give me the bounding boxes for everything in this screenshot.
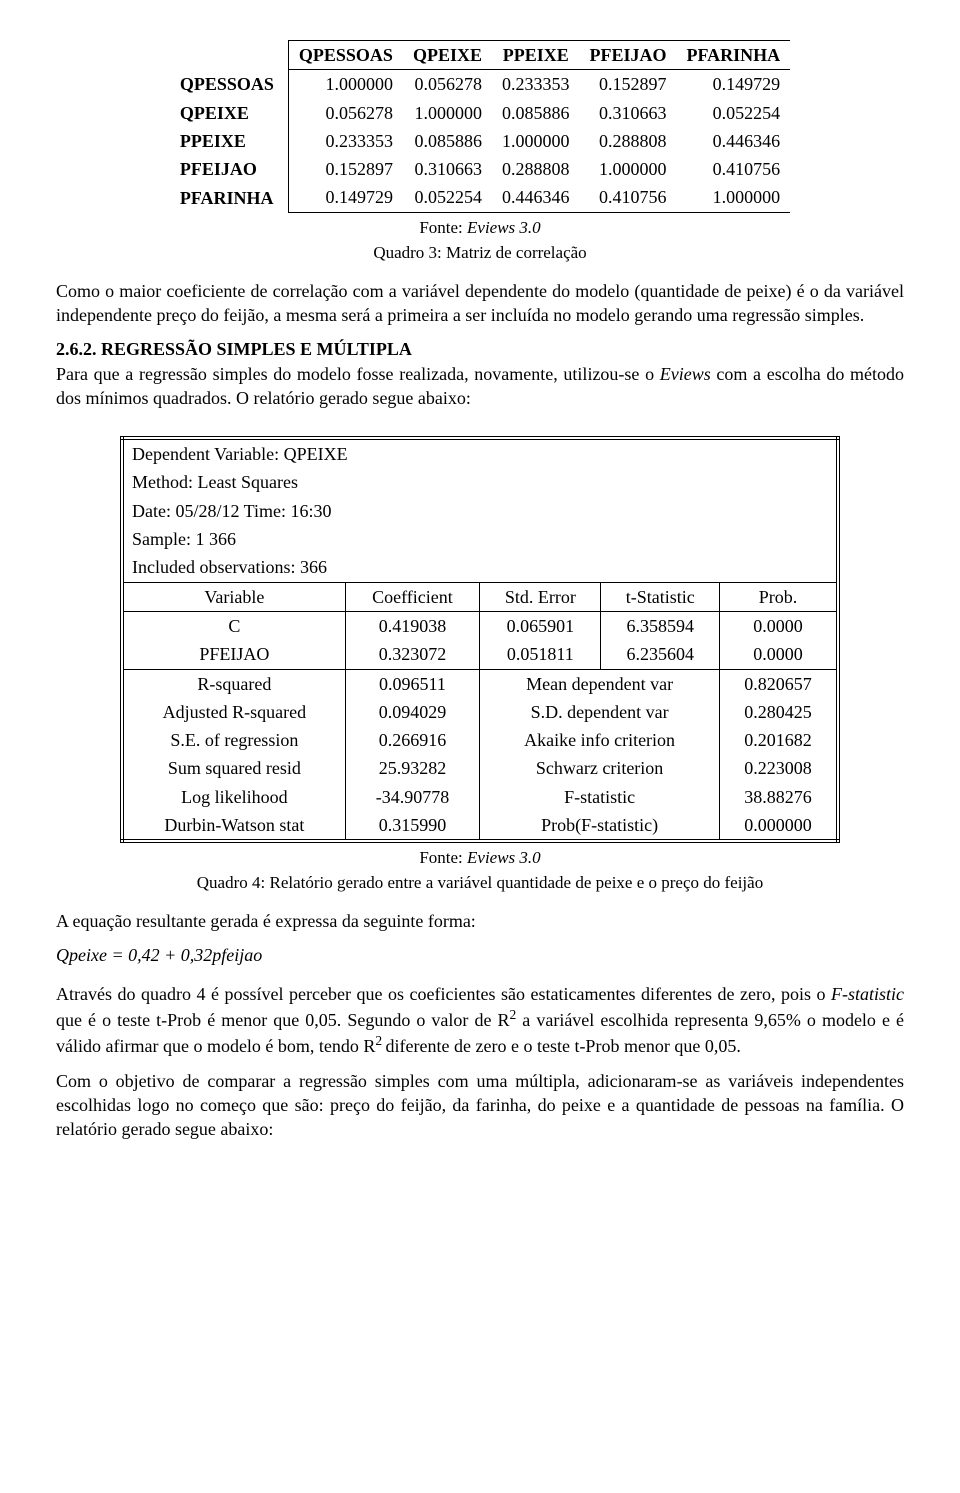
reg-col: Prob. bbox=[719, 582, 838, 611]
cell: C bbox=[122, 611, 345, 640]
col-header: QPEIXE bbox=[403, 41, 492, 70]
equation: Qpeixe = 0,42 + 0,32pfeijao bbox=[56, 943, 904, 967]
cell: 0.152897 bbox=[288, 155, 403, 183]
cell: 0.410756 bbox=[676, 155, 790, 183]
cell: 0.410756 bbox=[579, 183, 676, 212]
cell: 0.323072 bbox=[345, 640, 480, 669]
stat-value: 0.201682 bbox=[719, 726, 838, 754]
cell: 0.085886 bbox=[492, 99, 580, 127]
cell: 0.051811 bbox=[480, 640, 601, 669]
cell: 1.000000 bbox=[288, 70, 403, 99]
cell: 6.358594 bbox=[601, 611, 720, 640]
row-header: PFEIJAO bbox=[170, 155, 289, 183]
stat-value: 0.280425 bbox=[719, 698, 838, 726]
reg-col: t-Statistic bbox=[601, 582, 720, 611]
cell: 0.052254 bbox=[403, 183, 492, 212]
stat-label: Sum squared resid bbox=[122, 754, 345, 782]
reg-header: Included observations: 366 bbox=[122, 553, 838, 582]
regression-output-table: Dependent Variable: QPEIXE Method: Least… bbox=[120, 436, 840, 843]
stat-value: 0.266916 bbox=[345, 726, 480, 754]
stat-value: 0.094029 bbox=[345, 698, 480, 726]
cell: 0.056278 bbox=[288, 99, 403, 127]
reg-col: Variable bbox=[122, 582, 345, 611]
reg-col: Coefficient bbox=[345, 582, 480, 611]
paragraph: A equação resultante gerada é expressa d… bbox=[56, 909, 904, 933]
correlation-matrix-table: QPESSOAS QPEIXE PPEIXE PFEIJAO PFARINHA … bbox=[170, 40, 790, 213]
reg-header: Sample: 1 366 bbox=[122, 525, 838, 553]
col-header: PPEIXE bbox=[492, 41, 580, 70]
cell: 0.149729 bbox=[288, 183, 403, 212]
cell: 1.000000 bbox=[579, 155, 676, 183]
cell: 0.446346 bbox=[676, 127, 790, 155]
reg-header: Dependent Variable: QPEIXE bbox=[122, 438, 838, 468]
stat-label: F-statistic bbox=[480, 783, 720, 811]
reg-header: Date: 05/28/12 Time: 16:30 bbox=[122, 497, 838, 525]
row-header: QPEIXE bbox=[170, 99, 289, 127]
col-header: QPESSOAS bbox=[288, 41, 403, 70]
reg-header: Method: Least Squares bbox=[122, 468, 838, 496]
cell: 1.000000 bbox=[403, 99, 492, 127]
stat-label: Prob(F-statistic) bbox=[480, 811, 720, 841]
section-heading: 2.6.2. REGRESSÃO SIMPLES E MÚLTIPLA bbox=[56, 337, 904, 361]
stat-label: Mean dependent var bbox=[480, 669, 720, 698]
stat-label: Log likelihood bbox=[122, 783, 345, 811]
row-header: PPEIXE bbox=[170, 127, 289, 155]
stat-label: Schwarz criterion bbox=[480, 754, 720, 782]
reg-col: Std. Error bbox=[480, 582, 601, 611]
cell: 0.0000 bbox=[719, 611, 838, 640]
table-source: Fonte: Eviews 3.0 bbox=[56, 847, 904, 870]
stat-value: -34.90778 bbox=[345, 783, 480, 811]
cell: 0.0000 bbox=[719, 640, 838, 669]
cell: 0.310663 bbox=[579, 99, 676, 127]
cell: 1.000000 bbox=[492, 127, 580, 155]
row-header: PFARINHA bbox=[170, 183, 289, 212]
table-caption: Quadro 3: Matriz de correlação bbox=[56, 242, 904, 265]
stat-value: 0.223008 bbox=[719, 754, 838, 782]
cell: 0.446346 bbox=[492, 183, 580, 212]
stat-value: 0.096511 bbox=[345, 669, 480, 698]
row-header: QPESSOAS bbox=[170, 70, 289, 99]
cell: 0.065901 bbox=[480, 611, 601, 640]
cell: 0.233353 bbox=[492, 70, 580, 99]
stat-value: 0.315990 bbox=[345, 811, 480, 841]
stat-label: R-squared bbox=[122, 669, 345, 698]
stat-value: 0.820657 bbox=[719, 669, 838, 698]
cell: 0.233353 bbox=[288, 127, 403, 155]
cell: 6.235604 bbox=[601, 640, 720, 669]
stat-value: 25.93282 bbox=[345, 754, 480, 782]
col-header: PFEIJAO bbox=[579, 41, 676, 70]
stat-label: S.D. dependent var bbox=[480, 698, 720, 726]
cell: 1.000000 bbox=[676, 183, 790, 212]
cell: 0.288808 bbox=[579, 127, 676, 155]
paragraph: Com o objetivo de comparar a regressão s… bbox=[56, 1069, 904, 1142]
col-header: PFARINHA bbox=[676, 41, 790, 70]
stat-value: 38.88276 bbox=[719, 783, 838, 811]
paragraph: Através do quadro 4 é possível perceber … bbox=[56, 982, 904, 1059]
cell: 0.085886 bbox=[403, 127, 492, 155]
table-caption: Quadro 4: Relatório gerado entre a variá… bbox=[56, 872, 904, 895]
stat-label: Adjusted R-squared bbox=[122, 698, 345, 726]
table-source: Fonte: Eviews 3.0 bbox=[56, 217, 904, 240]
stat-value: 0.000000 bbox=[719, 811, 838, 841]
cell: 0.149729 bbox=[676, 70, 790, 99]
cell: 0.288808 bbox=[492, 155, 580, 183]
stat-label: Durbin-Watson stat bbox=[122, 811, 345, 841]
cell: 0.419038 bbox=[345, 611, 480, 640]
cell: 0.056278 bbox=[403, 70, 492, 99]
cell: 0.152897 bbox=[579, 70, 676, 99]
paragraph: Para que a regressão simples do modelo f… bbox=[56, 362, 904, 411]
cell: 0.052254 bbox=[676, 99, 790, 127]
stat-label: S.E. of regression bbox=[122, 726, 345, 754]
cell: PFEIJAO bbox=[122, 640, 345, 669]
cell: 0.310663 bbox=[403, 155, 492, 183]
paragraph: Como o maior coeficiente de correlação c… bbox=[56, 279, 904, 328]
stat-label: Akaike info criterion bbox=[480, 726, 720, 754]
